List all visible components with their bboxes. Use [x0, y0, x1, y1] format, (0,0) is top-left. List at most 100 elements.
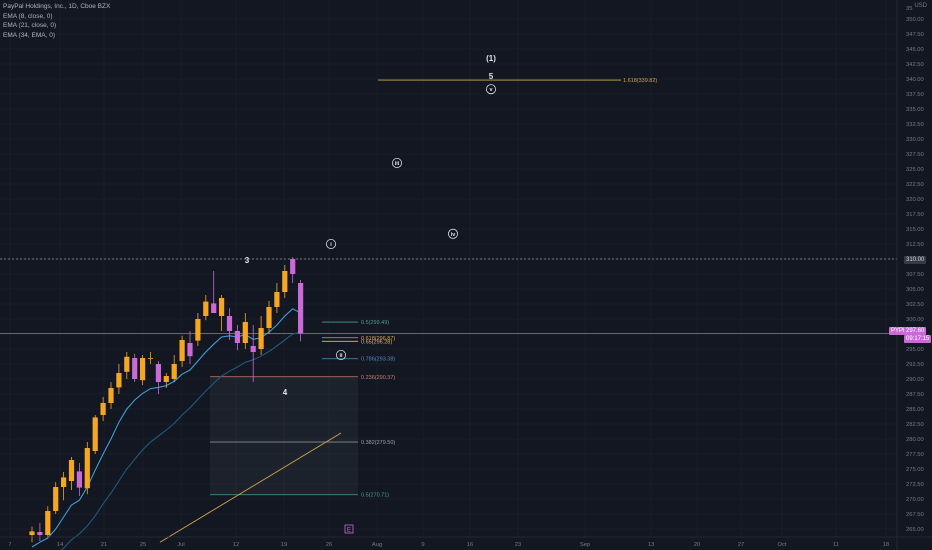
wave-label: 4: [283, 388, 288, 397]
candle-body: [61, 477, 67, 487]
event-marker-box: [344, 524, 354, 534]
candle-body: [195, 319, 201, 341]
candle-body: [274, 292, 280, 307]
candle-body: [140, 358, 146, 381]
candle: [147, 352, 154, 364]
candle-body: [258, 328, 264, 349]
candle: [298, 280, 304, 342]
candle: [61, 472, 67, 501]
symbol-title[interactable]: PayPal Holdings, Inc., 1D, Cboe BZX: [3, 3, 111, 10]
candle: [203, 295, 209, 321]
candle-body: [45, 511, 51, 535]
candle: [155, 361, 161, 394]
current-price-symbol: PYPL: [889, 327, 909, 335]
fib-level-label: 1.618(339.82): [623, 78, 657, 84]
y-tick-label: 282.50: [906, 422, 924, 428]
x-tick-label: Jul: [177, 542, 184, 548]
candle-body: [155, 364, 161, 382]
wave-label: 3: [245, 256, 250, 265]
candle-body: [250, 346, 256, 352]
y-tick-label: 335.00: [906, 107, 924, 113]
fib-level-label: 0.236(290.37): [361, 375, 395, 381]
candle-body: [132, 358, 138, 379]
x-tick-label: 20: [694, 542, 700, 548]
indicator-ema-8[interactable]: EMA (8, close, 0): [3, 12, 53, 20]
x-tick-label: Aug: [372, 542, 382, 548]
y-tick-label: 312.50: [906, 242, 924, 248]
fib-level-label: 0.786(293.38): [361, 357, 395, 363]
y-tick-label: 317.50: [906, 212, 924, 218]
y-tick-label-top: 35: [906, 6, 912, 12]
candle: [132, 353, 138, 382]
candle: [226, 308, 233, 340]
y-tick-label: 350.00: [906, 17, 924, 23]
y-tick-label: 290.00: [906, 377, 924, 383]
wave-label-circle: [447, 228, 458, 239]
y-tick-label: 320.00: [906, 197, 924, 203]
wave-label-circle: [391, 157, 402, 168]
currency-label: USD: [914, 3, 927, 9]
x-tick-label: Oct: [777, 542, 786, 548]
y-tick-label: 330.00: [906, 137, 924, 143]
indicator-ema-21[interactable]: EMA (21, close, 0): [3, 22, 57, 29]
y-tick-label: 265.00: [906, 527, 924, 533]
candle: [100, 397, 106, 421]
candle-body: [100, 403, 106, 415]
wave-label: i: [330, 242, 332, 248]
indicator-ema-34[interactable]: EMA (34, EMA, 0): [3, 31, 56, 39]
y-tick-label: 345.00: [906, 47, 924, 53]
wave-label: iv: [451, 232, 457, 238]
candle: [266, 301, 272, 334]
candle-body: [53, 487, 59, 511]
candle: [195, 313, 201, 346]
x-tick-label: 18: [883, 542, 889, 548]
candle-body: [163, 376, 169, 382]
fib-zone: [210, 376, 358, 495]
y-tick-label: 285.00: [906, 407, 924, 413]
y-tick-label: 277.50: [906, 452, 924, 458]
y-tick-label: 302.50: [906, 302, 924, 308]
y-tick-label: 292.50: [906, 362, 924, 368]
wave-label-circle: [325, 238, 336, 249]
x-tick-label: 13: [648, 542, 654, 548]
candle: [290, 257, 296, 283]
candle-body: [211, 303, 217, 313]
candle: [92, 415, 98, 454]
x-tick-label: 12: [233, 542, 239, 548]
y-tick-label: 280.00: [906, 437, 924, 443]
y-tick-label: 305.00: [906, 287, 924, 293]
wave-label: iii: [395, 161, 400, 167]
price-countdown: 09:17:15: [904, 335, 932, 343]
candle-body: [84, 448, 90, 489]
fib-level-label: 0.5(270.71): [361, 493, 389, 499]
y-tick-label: 340.00: [906, 77, 924, 83]
x-tick-label: Sep: [580, 542, 590, 548]
candle: [163, 373, 169, 388]
y-tick-label: 315.00: [906, 227, 924, 233]
crosshair-price-label: 310.00: [904, 256, 927, 264]
y-tick-label: 322.50: [906, 182, 924, 188]
x-tick-label: 26: [326, 542, 332, 548]
candle-body: [147, 358, 154, 359]
y-tick-label: 300.00: [906, 317, 924, 323]
candle-body: [124, 356, 130, 372]
wave-label: v: [489, 87, 493, 93]
x-tick-label: 23: [515, 542, 521, 548]
y-tick-label: 270.00: [906, 497, 924, 503]
trend-line: [159, 432, 342, 543]
candle-body: [92, 417, 98, 451]
y-tick-label: 307.50: [906, 272, 924, 278]
fib-level-label: 0.65(296.28): [361, 339, 392, 345]
candle-body: [171, 364, 177, 379]
y-tick-label: 347.50: [906, 32, 924, 38]
candle-body: [219, 298, 225, 316]
candle: [258, 316, 264, 355]
candle-body: [108, 388, 114, 403]
current-price-value: 297.60: [904, 327, 927, 335]
candle: [84, 442, 90, 495]
candle: [124, 352, 130, 379]
x-tick-label: 11: [833, 542, 839, 548]
